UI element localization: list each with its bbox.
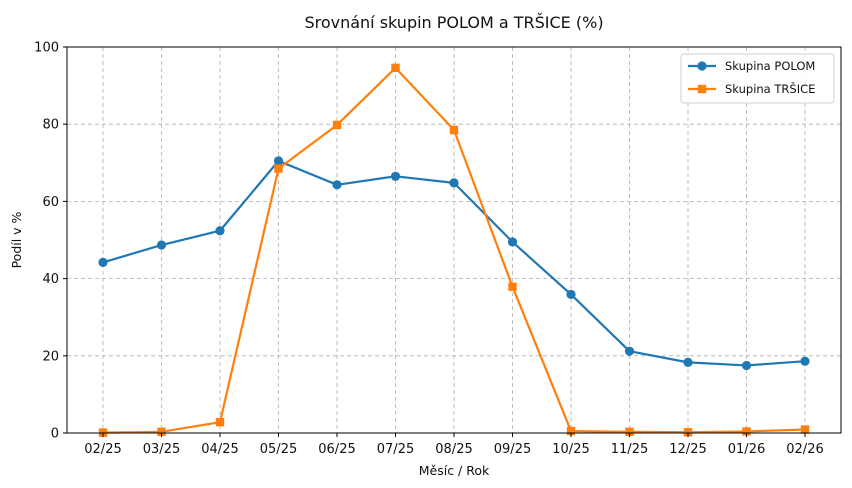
chart-title: Srovnání skupin POLOM a TRŠICE (%)	[304, 13, 603, 32]
data-point	[332, 120, 342, 130]
x-axis-label: Měsíc / Rok	[419, 463, 490, 478]
x-tick-label: 03/25	[143, 442, 180, 457]
data-point	[624, 346, 635, 356]
data-point	[683, 428, 693, 437]
data-point	[683, 357, 693, 367]
data-point	[566, 289, 576, 300]
x-tick-label: 02/25	[84, 442, 121, 457]
legend-marker	[697, 84, 707, 94]
y-axis: 0 20 40 60 80 100	[34, 41, 67, 442]
y-tick-label: 80	[42, 118, 59, 133]
data-point	[741, 360, 752, 371]
data-point	[507, 237, 518, 247]
data-point	[390, 171, 401, 181]
x-tick-label: 08/25	[435, 442, 472, 457]
x-tick-label: 05/25	[260, 442, 297, 457]
legend-label: Skupina POLOM	[725, 59, 815, 73]
y-axis-label: Podíl v %	[9, 211, 24, 268]
y-tick-label: 0	[51, 427, 59, 442]
data-point	[156, 240, 167, 250]
legend-item: Skupina TRŠICE	[688, 81, 815, 96]
data-point	[566, 426, 576, 436]
data-point	[274, 164, 283, 173]
x-tick-label: 11/25	[611, 442, 648, 457]
legend-box	[680, 53, 835, 104]
y-tick-label: 40	[42, 272, 59, 287]
data-point	[215, 226, 225, 236]
x-tick-label: 01/26	[728, 442, 765, 457]
y-tick-label: 20	[42, 349, 59, 364]
data-point	[742, 427, 751, 436]
data-point	[391, 63, 400, 73]
x-tick-label: 06/25	[318, 442, 355, 457]
x-tick-label: 07/25	[377, 442, 414, 457]
data-point	[449, 125, 459, 135]
x-tick-label: 09/25	[494, 442, 531, 457]
legend-item: Skupina POLOM	[688, 59, 815, 73]
data-point	[508, 282, 517, 291]
y-tick-label: 100	[34, 41, 59, 56]
x-tick-label: 04/25	[201, 442, 238, 457]
data-point	[215, 417, 225, 427]
legend-label: Skupina TRŠICE	[725, 81, 815, 96]
data-point	[449, 178, 459, 188]
data-point	[157, 427, 166, 437]
y-tick-label: 60	[42, 195, 59, 210]
data-point	[332, 180, 342, 190]
series-layer	[98, 63, 810, 437]
series-1	[98, 156, 810, 371]
data-point	[800, 356, 810, 366]
data-point	[625, 427, 634, 437]
data-point	[98, 257, 108, 267]
x-tick-label: 10/25	[552, 442, 589, 457]
data-point	[800, 425, 810, 434]
x-axis: 02/25 03/25 04/25 05/25 06/25 07/25 08/25 09/25…	[84, 433, 824, 457]
x-tick-label: 02/26	[786, 442, 823, 457]
data-point	[273, 156, 284, 166]
legend-marker	[697, 61, 707, 71]
x-tick-label: 12/25	[669, 442, 706, 457]
legend: Skupina POLOM Skupina TRŠICE	[680, 53, 835, 104]
